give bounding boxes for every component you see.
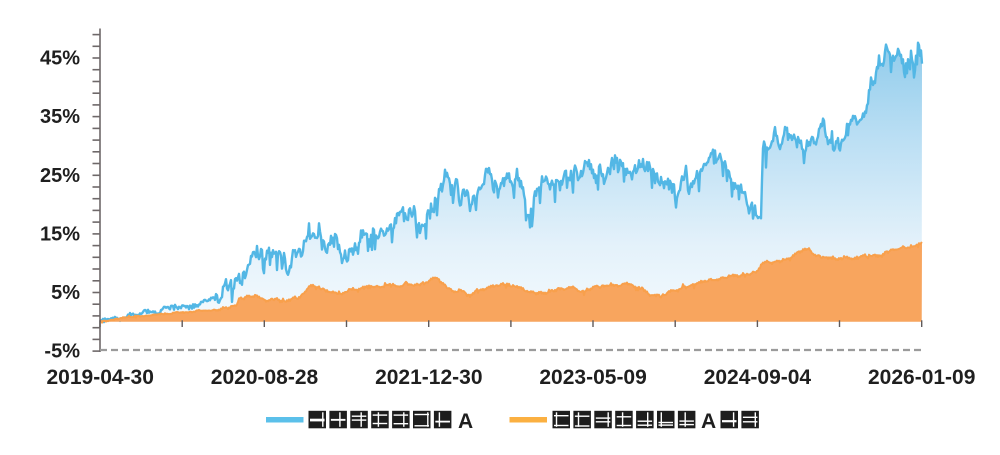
svg-text:35%: 35% [40,106,80,128]
svg-text:2026-01-09: 2026-01-09 [868,366,975,389]
svg-text:2020-08-28: 2020-08-28 [211,366,319,389]
svg-text:5%: 5% [51,282,80,304]
svg-text:-5%: -5% [44,341,80,363]
svg-text:2021-12-30: 2021-12-30 [375,366,482,389]
svg-text:2024-09-04: 2024-09-04 [704,366,812,389]
svg-text:45%: 45% [40,48,80,70]
svg-text:2023-05-09: 2023-05-09 [539,366,646,389]
svg-text:15%: 15% [40,223,80,245]
svg-text:25%: 25% [40,165,80,187]
svg-text:A: A [701,410,716,433]
svg-text:A: A [458,410,473,433]
svg-text:2019-04-30: 2019-04-30 [46,366,153,389]
